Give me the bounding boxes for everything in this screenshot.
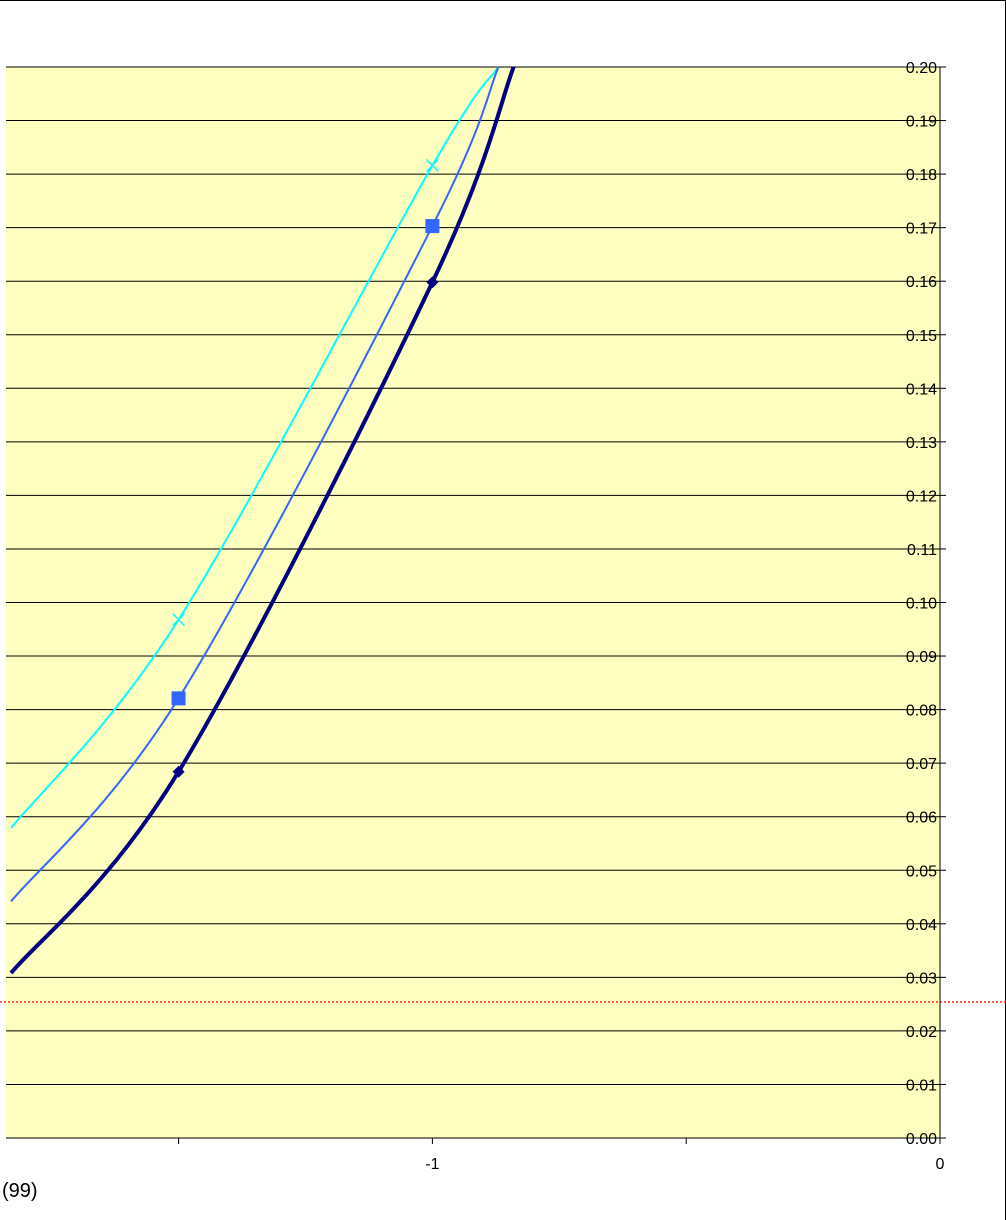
y-tick-label: 0.06 [906,810,937,827]
y-tick-label: 0.00 [906,1131,937,1148]
y-tick-label: 0.02 [906,1024,937,1041]
series-line [10,66,500,902]
y-tick-label: 0.08 [906,703,937,720]
grid-layer [6,66,940,1139]
series-line [10,66,500,829]
series-line [9,66,516,975]
y-tick-label: 0.11 [907,542,937,559]
data-point [426,276,439,289]
x-tick-label: -1 [425,1156,439,1173]
y-tick-label: 0.05 [906,863,937,880]
x-tick-label: 0 [936,1156,945,1173]
y-tick-label: 0.15 [906,328,937,345]
y-tick-label: 0.12 [906,488,937,505]
y-tick-label: 0.17 [906,221,937,238]
y-tick-label: 0.04 [906,917,937,934]
axis-layer: 0.00 0.01 0.02 0.03 0.04 0.05 0.06 0.07 0.08 0.09… [6,60,946,1173]
partial-axis-label: (99) [2,1180,38,1202]
y-tick-label: 0.03 [906,970,937,987]
y-tick-label: 0.16 [906,274,937,291]
y-tick-label: 0.14 [906,381,937,398]
data-point [425,219,440,234]
series-2 [10,66,500,902]
y-tick-label: 0.09 [906,649,937,666]
y-tick-label: 0.13 [906,435,937,452]
y-tick-label: 0.07 [906,756,937,773]
series-1 [10,66,500,829]
data-point [425,159,439,173]
data-point [172,765,185,778]
y-tick-label: 0.19 [906,114,937,131]
y-tick-label: 0.01 [906,1077,937,1094]
y-tick-label: 0.18 [906,167,937,184]
data-point [171,691,186,706]
y-tick-label: 0.10 [906,596,937,613]
series-3 [9,66,516,975]
y-tick-label: 0.20 [906,60,937,77]
data-point [172,613,186,627]
series-layer [9,66,516,975]
